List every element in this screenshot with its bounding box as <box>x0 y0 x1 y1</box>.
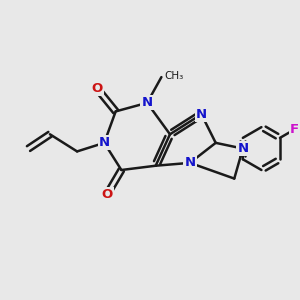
Text: CH₃: CH₃ <box>165 71 184 81</box>
Text: F: F <box>290 124 299 136</box>
Text: O: O <box>101 188 113 201</box>
Text: N: N <box>142 96 153 109</box>
Text: N: N <box>237 142 248 155</box>
Text: N: N <box>184 156 196 170</box>
Text: N: N <box>99 136 110 149</box>
Text: N: N <box>196 108 207 121</box>
Text: O: O <box>92 82 103 95</box>
